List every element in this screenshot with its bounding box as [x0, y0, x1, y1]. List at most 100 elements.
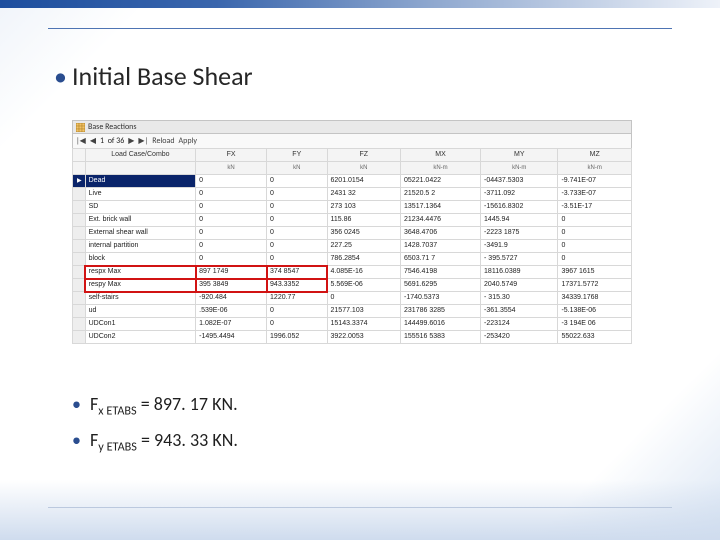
cell-mz: 0: [558, 227, 632, 240]
row-selector: [73, 266, 86, 279]
cell-my: -361.3554: [481, 305, 558, 318]
row-selector: [73, 227, 86, 240]
table-row[interactable]: block00786.28546503.71 7- 395.57270: [73, 253, 632, 266]
row-selector: [73, 279, 86, 292]
result-bullets: Fx ETABS = 897. 17 KN. Fy ETABS = 943. 3…: [72, 390, 238, 461]
cell-mz: 55022.633: [558, 331, 632, 344]
cell-mz: 0: [558, 240, 632, 253]
nav-prev-icon[interactable]: ◀: [90, 136, 96, 146]
cell-mx: 231786 3285: [401, 305, 481, 318]
row-selector: [73, 214, 86, 227]
cell-fy: 943.3352: [267, 279, 327, 292]
cell-my: -15616.8302: [481, 201, 558, 214]
panel-title: Base Reactions: [88, 122, 137, 132]
col-fz[interactable]: FZ: [327, 149, 401, 162]
cell-fz: 356 0245: [327, 227, 401, 240]
table-row[interactable]: internal partition00227.251428.7037-3491…: [73, 240, 632, 253]
cell-mx: 21234.4476: [401, 214, 481, 227]
col-load-case[interactable]: Load Case/Combo: [85, 149, 196, 162]
cell-fy: 374 8547: [267, 266, 327, 279]
grid-header-row: Load Case/Combo FX FY FZ MX MY MZ: [73, 149, 632, 162]
nav-first-icon[interactable]: |◀: [76, 136, 86, 146]
col-mz[interactable]: MZ: [558, 149, 632, 162]
cell-fz: 227.25: [327, 240, 401, 253]
cell-fx: 0: [196, 201, 267, 214]
cell-mx: 144499.6016: [401, 318, 481, 331]
cell-my: 1445.94: [481, 214, 558, 227]
row-selector: [73, 175, 86, 188]
cell-fx: 0: [196, 214, 267, 227]
table-row[interactable]: External shear wall00356 02453648.4706-2…: [73, 227, 632, 240]
cell-fx: 0: [196, 175, 267, 188]
cell-mx: 1428.7037: [401, 240, 481, 253]
col-mx[interactable]: MX: [401, 149, 481, 162]
cell-load-case: SD: [85, 201, 196, 214]
cell-my: -3711.092: [481, 188, 558, 201]
slide-bottom-fade: [0, 480, 720, 540]
table-row[interactable]: UDCon11.082E-07015143.3374144499.6016-22…: [73, 318, 632, 331]
table-row[interactable]: UDCon2-1495.44941996.0523922.0053155516 …: [73, 331, 632, 344]
cell-mx: 3648.4706: [401, 227, 481, 240]
cell-mx: 21520.5 2: [401, 188, 481, 201]
cell-mz: 3967 1615: [558, 266, 632, 279]
cell-my: - 395.5727: [481, 253, 558, 266]
nav-last-icon[interactable]: ▶|: [138, 136, 148, 146]
row-selector: [73, 318, 86, 331]
cell-fx: 897 1749: [196, 266, 267, 279]
cell-fz: 2431 32: [327, 188, 401, 201]
cell-fz: 115.86: [327, 214, 401, 227]
cell-fy: 0: [267, 201, 327, 214]
cell-fy: 0: [267, 214, 327, 227]
apply-button[interactable]: Apply: [179, 136, 198, 146]
cell-fy: 0: [267, 188, 327, 201]
cell-fz: 786.2854: [327, 253, 401, 266]
nav-counter: 1 of 36: [100, 136, 124, 146]
table-row[interactable]: ud.539E-06021577.103231786 3285-361.3554…: [73, 305, 632, 318]
cell-load-case: External shear wall: [85, 227, 196, 240]
row-selector: [73, 240, 86, 253]
record-nav: |◀ ◀ 1 of 36 ▶ ▶| Reload Apply: [72, 134, 632, 148]
cell-load-case: self-stairs: [85, 292, 196, 305]
table-row[interactable]: respy Max395 3849943.33525.569E-065691.6…: [73, 279, 632, 292]
col-fx[interactable]: FX: [196, 149, 267, 162]
cell-mx: 5691.6295: [401, 279, 481, 292]
row-selector: [73, 331, 86, 344]
col-fy[interactable]: FY: [267, 149, 327, 162]
cell-fy: 0: [267, 227, 327, 240]
cell-mz: 34339.1768: [558, 292, 632, 305]
cell-load-case: block: [85, 253, 196, 266]
slide-top-stripe: [0, 0, 720, 8]
cell-mz: 0: [558, 253, 632, 266]
cell-fx: -1495.4494: [196, 331, 267, 344]
table-row[interactable]: self-stairs-920.4841220.770-1740.5373- 3…: [73, 292, 632, 305]
table-row[interactable]: respx Max897 1749374 85474.085E-167546.4…: [73, 266, 632, 279]
cell-mx: 7546.4198: [401, 266, 481, 279]
row-selector: [73, 253, 86, 266]
cell-my: -04437.5303: [481, 175, 558, 188]
row-selector: [73, 188, 86, 201]
cell-my: - 315.30: [481, 292, 558, 305]
table-row[interactable]: SD00273 10313517.1364-15616.8302-3.51E-1…: [73, 201, 632, 214]
bullet-fy: Fy ETABS = 943. 33 KN.: [72, 426, 238, 462]
slide-title: Initial Base Shear: [72, 60, 253, 92]
row-selector: [73, 201, 86, 214]
table-row[interactable]: Live002431 3221520.5 2-3711.092-3.733E-0…: [73, 188, 632, 201]
cell-my: -253420: [481, 331, 558, 344]
cell-fz: 3922.0053: [327, 331, 401, 344]
cell-mx: -1740.5373: [401, 292, 481, 305]
col-my[interactable]: MY: [481, 149, 558, 162]
cell-my: -223124: [481, 318, 558, 331]
row-selector-header: [73, 149, 86, 162]
cell-mx: 13517.1364: [401, 201, 481, 214]
cell-fx: 395 3849: [196, 279, 267, 292]
table-row[interactable]: Ext. brick wall00115.8621234.44761445.94…: [73, 214, 632, 227]
cell-mz: -3.51E-17: [558, 201, 632, 214]
cell-my: -2223 1875: [481, 227, 558, 240]
nav-next-icon[interactable]: ▶: [128, 136, 134, 146]
cell-fy: 0: [267, 253, 327, 266]
table-row[interactable]: Dead006201.015405221.0422-04437.5303-9.7…: [73, 175, 632, 188]
cell-fy: 0: [267, 240, 327, 253]
cell-load-case: Ext. brick wall: [85, 214, 196, 227]
cell-fx: 0: [196, 253, 267, 266]
reload-button[interactable]: Reload: [152, 136, 174, 146]
